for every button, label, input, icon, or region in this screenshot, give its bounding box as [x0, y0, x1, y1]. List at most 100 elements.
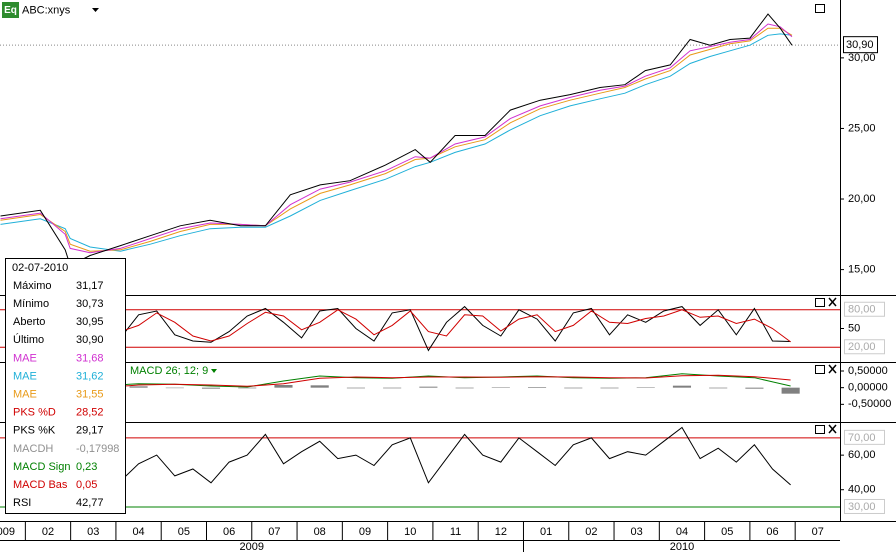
y-tick-label: 30,00 — [848, 52, 876, 64]
x-tick-label: 08 — [314, 526, 326, 538]
x-tick-label: 04 — [676, 526, 688, 538]
info-label: MACD Sign — [13, 461, 70, 473]
x-tick-label: 05 — [721, 526, 733, 538]
info-label: MAE — [13, 370, 37, 382]
symbol-dropdown[interactable] — [92, 8, 99, 12]
x-tick-label: 02 — [585, 526, 597, 538]
y-tick-label: 50 — [848, 322, 860, 334]
x-tick-label: 11 — [450, 526, 461, 538]
x-tick-label: 02 — [42, 526, 54, 538]
reference-label: 20,00 — [848, 341, 876, 353]
y-tick-label: 20,00 — [848, 193, 876, 205]
reference-label: 30,00 — [848, 501, 876, 513]
info-box: 02-07-2010 Máximo 31,17 Mínimo 30,73 Aberto 3… — [5, 258, 126, 514]
symbol-icon[interactable] — [2, 2, 19, 18]
x-tick-label: 07 — [812, 526, 824, 538]
histogram-bar — [129, 386, 148, 388]
info-value: -0,17998 — [76, 443, 119, 455]
histogram-bar — [201, 387, 221, 389]
y-tick-label: 15,00 — [848, 263, 876, 275]
histogram-bar — [165, 387, 184, 389]
y-tick-label: 25,00 — [848, 122, 876, 134]
reference-label-box — [844, 339, 885, 355]
histogram-bar — [636, 387, 655, 388]
series-line — [66, 374, 791, 392]
series-line — [65, 305, 791, 352]
series-line — [0, 13, 793, 267]
y-tick-label: 0,50000 — [848, 365, 888, 377]
histogram-bar — [564, 387, 583, 389]
histogram-bar — [383, 387, 402, 389]
histogram-bar — [346, 387, 365, 389]
x-tick-label: 2009 — [0, 526, 15, 538]
x-tick-label: 03 — [87, 526, 99, 538]
indicator-title: MACD 26; 12; 9 — [130, 365, 208, 377]
x-tick-label: 10 — [404, 526, 416, 538]
info-value: 0,23 — [76, 461, 97, 473]
info-value: 30,73 — [76, 298, 104, 310]
maximize-button[interactable] — [815, 298, 825, 307]
reference-label-box — [844, 498, 885, 514]
x-tick-label: 06 — [223, 526, 235, 538]
reference-label: 70,00 — [848, 432, 876, 444]
info-value: 31,17 — [76, 280, 104, 292]
info-label: PKS %D — [13, 407, 56, 419]
info-label: PKS %K — [13, 425, 56, 437]
info-label: Último — [13, 333, 44, 346]
info-value: 31,68 — [76, 352, 104, 364]
x-tick-label: 07 — [268, 526, 280, 538]
y-tick-label: 0,00000 — [848, 382, 888, 394]
close-button[interactable] — [828, 364, 837, 374]
close-button[interactable] — [828, 424, 837, 434]
info-value: 30,95 — [76, 316, 104, 328]
year-label: 2009 — [240, 541, 264, 552]
info-date: 02-07-2010 — [12, 262, 68, 274]
info-label: MACDH — [13, 443, 53, 455]
x-tick-label: 03 — [631, 526, 643, 538]
histogram-bar — [781, 387, 800, 394]
indicator-menu — [211, 369, 217, 373]
info-label: Máximo — [13, 280, 52, 292]
info-label: MACD Bas — [13, 479, 68, 491]
symbol-name[interactable]: ABC:xnys — [22, 4, 71, 16]
info-value: 0,05 — [76, 479, 97, 491]
info-value: 28,52 — [76, 407, 104, 419]
maximize-button[interactable] — [815, 4, 825, 13]
histogram-bar — [528, 387, 547, 388]
series-line — [65, 426, 791, 486]
close-button[interactable] — [828, 297, 837, 307]
last-price-label: 30,90 — [846, 39, 874, 51]
reference-label: 80,00 — [848, 304, 876, 316]
info-label: RSI — [13, 497, 31, 509]
x-tick-label: 04 — [132, 526, 144, 538]
info-label: MAE — [13, 389, 37, 401]
maximize-button[interactable] — [815, 425, 825, 434]
x-tick-label: 05 — [178, 526, 190, 538]
histogram-bar — [672, 385, 692, 388]
histogram-bar — [310, 385, 329, 388]
histogram-bar — [600, 387, 619, 389]
info-value: 29,17 — [76, 425, 104, 437]
histogram-bar — [745, 387, 764, 389]
year-label: 2010 — [670, 541, 694, 552]
info-value: 42,77 — [76, 497, 104, 509]
x-tick-label: 01 — [540, 526, 552, 538]
symbol-icon-text: Eq — [4, 5, 17, 16]
histogram-bar — [238, 387, 257, 389]
reference-label-box — [844, 429, 885, 445]
info-label: Mínimo — [13, 298, 49, 310]
x-tick-label: 09 — [359, 526, 371, 538]
series-line — [0, 23, 793, 254]
series-line — [65, 309, 791, 343]
histogram-bar — [419, 386, 438, 388]
histogram-bar — [455, 387, 474, 389]
info-box-frame — [5, 258, 126, 514]
info-label: MAE — [13, 352, 37, 364]
maximize-button[interactable] — [815, 365, 825, 374]
info-value: 31,62 — [76, 370, 104, 382]
info-value: 30,90 — [76, 334, 104, 346]
y-tick-label: 40,00 — [848, 484, 876, 496]
